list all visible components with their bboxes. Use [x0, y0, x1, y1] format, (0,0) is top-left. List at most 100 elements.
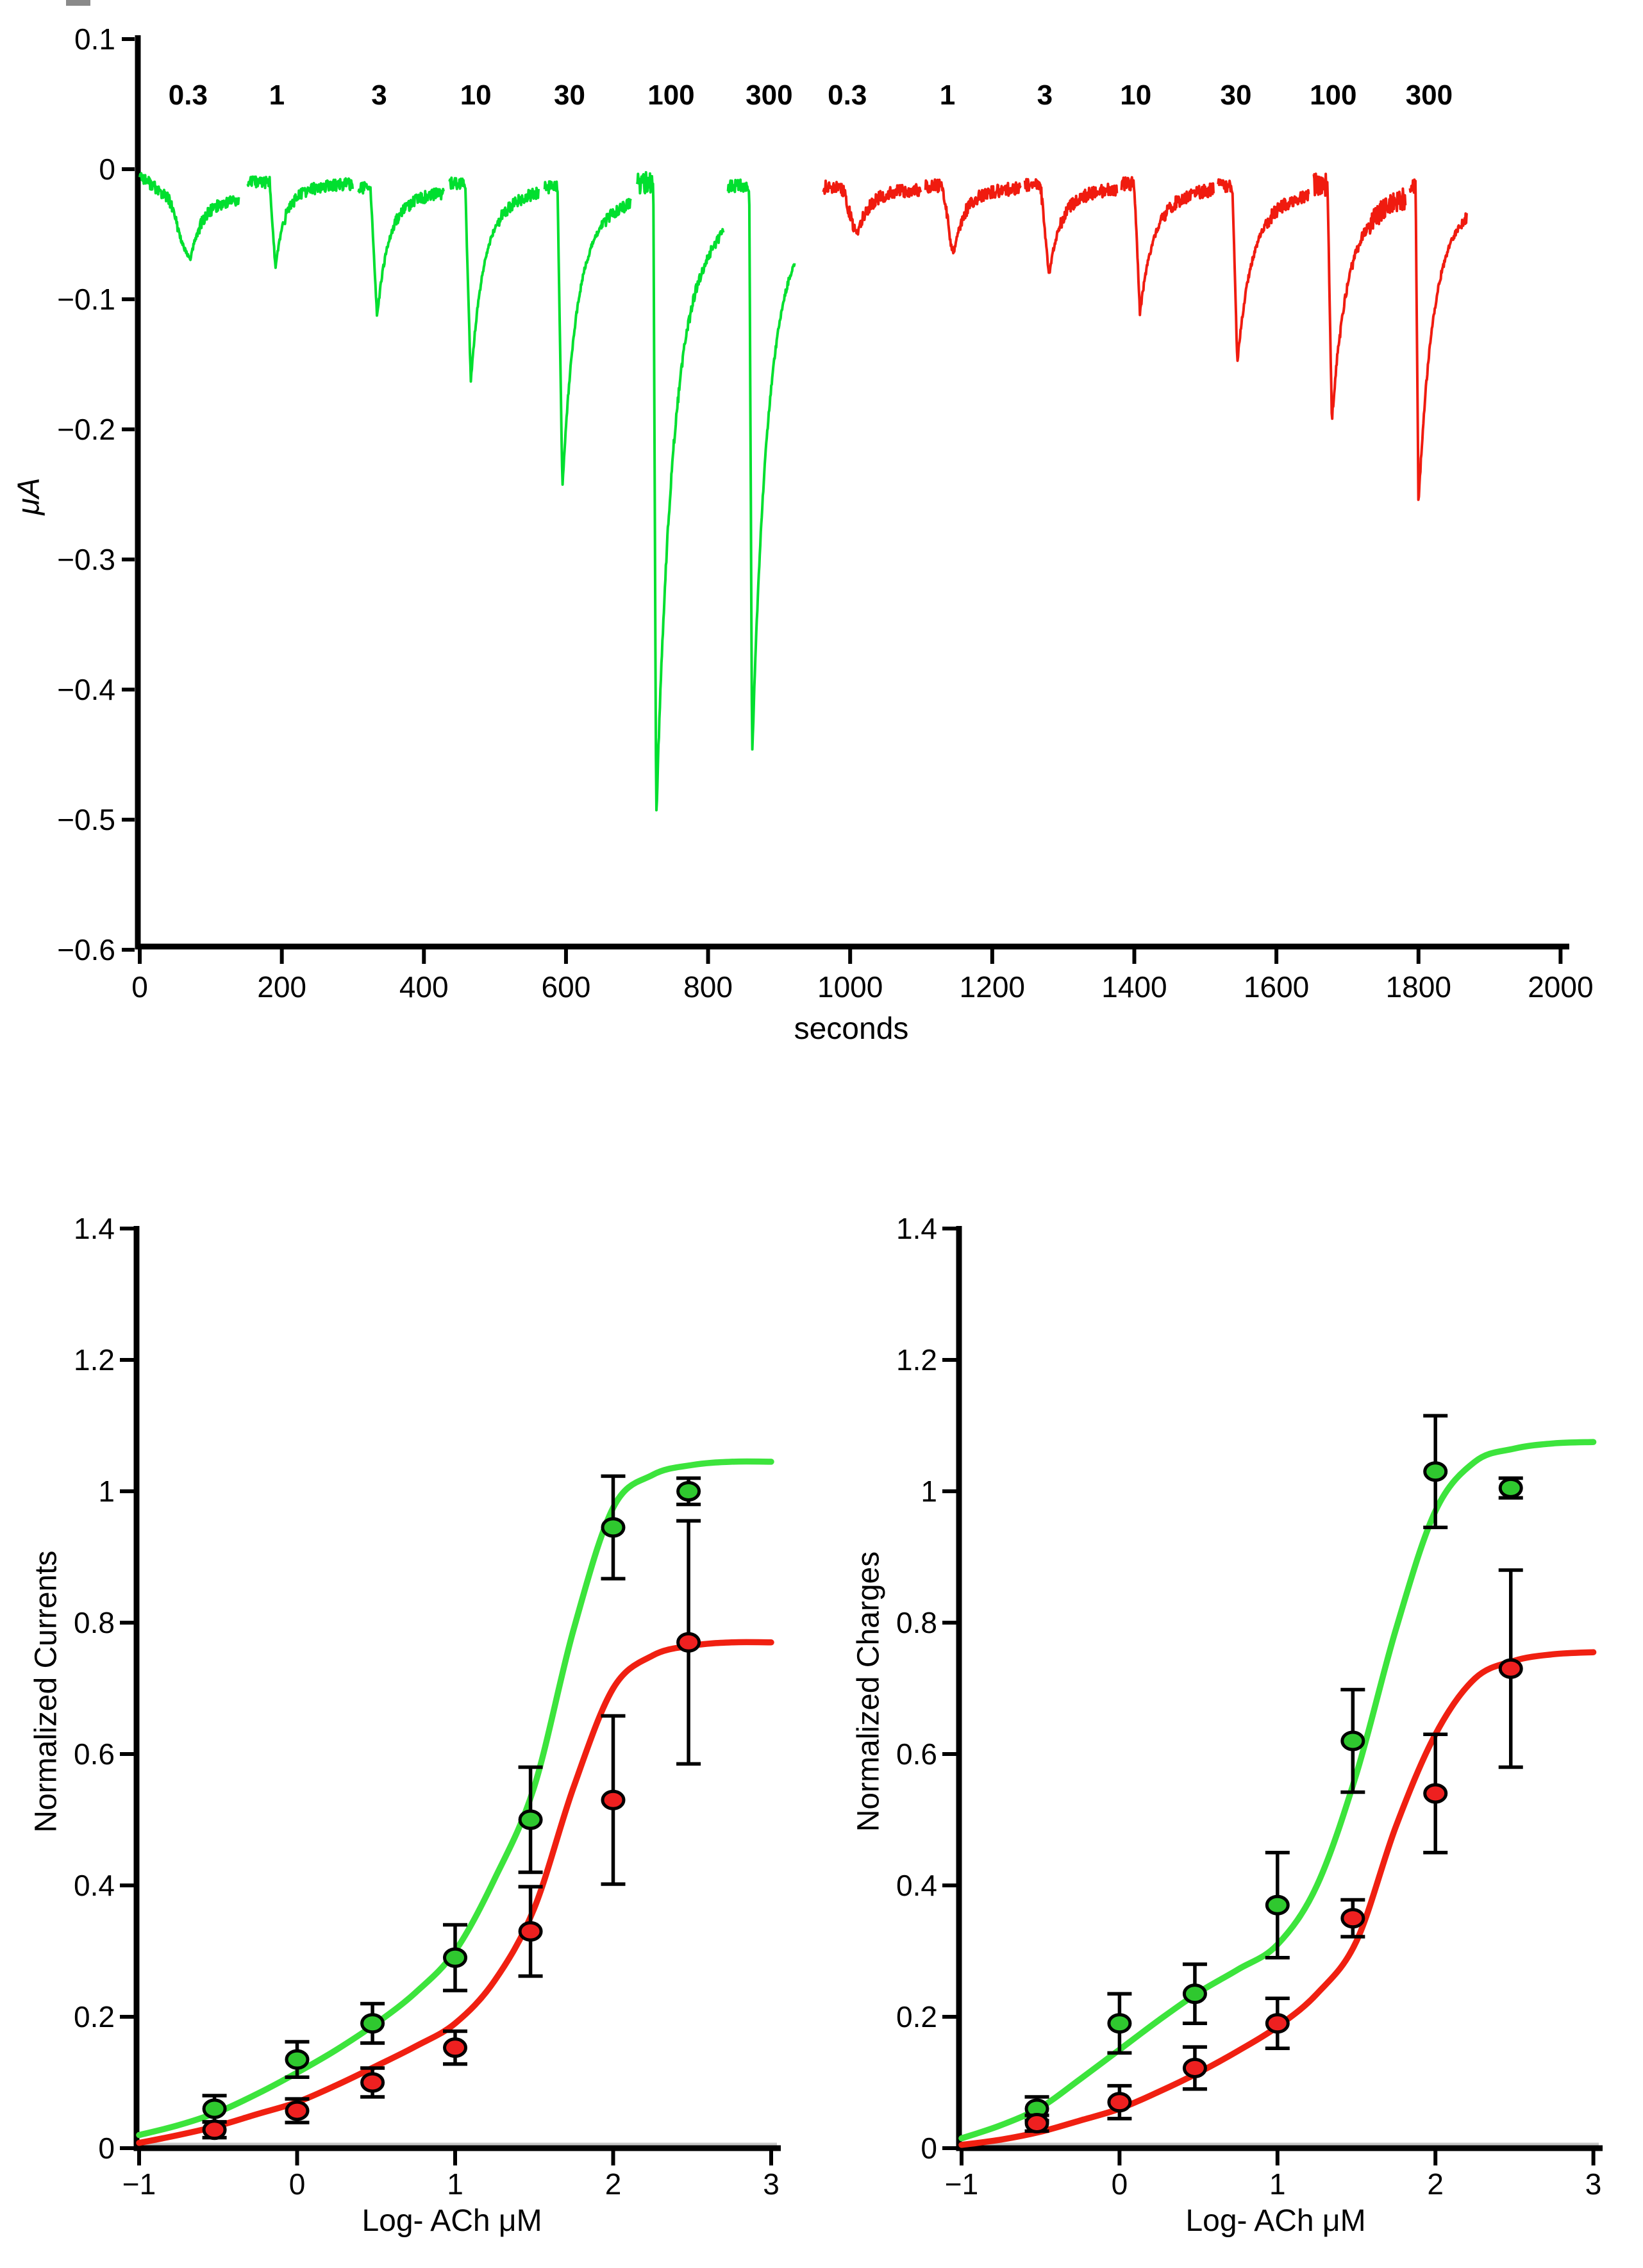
- green-charges-fit-curve: [958, 1439, 1597, 2142]
- concentration-label: 3: [371, 79, 387, 111]
- y-tick-label: 0: [921, 2131, 937, 2165]
- y-tick-label: 0.8: [74, 1606, 115, 1639]
- green-charges-data-point: [1498, 1477, 1523, 1498]
- x-tick-label: 600: [542, 970, 591, 1004]
- y-tick-label: 1.4: [896, 1212, 937, 1245]
- red-trace-segment-0: [822, 179, 922, 236]
- y-tick-label: 0.1: [74, 22, 115, 56]
- red-charges-data-point: [1498, 1658, 1523, 1679]
- charges-ylabel: Normalized Charges: [851, 1551, 886, 1832]
- green-charges-data-point: [1340, 1730, 1365, 1751]
- green-currents-data-point: [443, 1947, 467, 1968]
- x-tick-label: 0: [1112, 2167, 1128, 2201]
- green-charges-data-point: [1182, 1983, 1207, 2005]
- red-trace-segment-3: [1120, 176, 1215, 317]
- red-trace-segment-1: [924, 178, 1022, 254]
- red-currents-data-point: [601, 1789, 626, 1810]
- red-trace-segment-2: [1023, 178, 1119, 274]
- x-tick-label: 400: [399, 970, 449, 1004]
- x-tick-label: 1600: [1244, 970, 1309, 1004]
- x-tick-label: 1400: [1101, 970, 1167, 1004]
- trace-xlabel: seconds: [794, 1012, 909, 1046]
- y-tick-label: 0.6: [74, 1737, 115, 1771]
- y-tick-label: 0.6: [896, 1737, 937, 1771]
- green-trace-segment-1: [246, 175, 354, 269]
- y-tick-label: −0.6: [57, 933, 115, 966]
- x-tick-label: 0: [289, 2167, 306, 2201]
- currents-xlabel: Log- ACh μM: [362, 2204, 542, 2238]
- y-tick-label: 1.2: [74, 1343, 115, 1377]
- x-tick-label: 200: [257, 970, 306, 1004]
- y-tick-label: 0.4: [896, 1869, 937, 1902]
- concentration-label: 10: [460, 79, 492, 111]
- x-tick-label: 2000: [1528, 970, 1593, 1004]
- red-currents-data-point: [360, 2072, 385, 2093]
- x-tick-label: 800: [683, 970, 733, 1004]
- red-charges-fit-curve: [958, 1649, 1597, 2148]
- red-charges-data-point: [1265, 2013, 1290, 2034]
- concentration-label: 100: [1310, 79, 1356, 111]
- x-tick-label: 2: [1427, 2167, 1444, 2201]
- x-tick-label: 2: [605, 2167, 622, 2201]
- red-charges-data-point: [1182, 2057, 1207, 2078]
- red-currents-fit-curve: [136, 1639, 774, 2146]
- concentration-label: 300: [746, 79, 792, 111]
- x-tick-label: 0: [131, 970, 148, 1004]
- red-trace-segment-5: [1312, 172, 1407, 420]
- y-tick-label: 0.2: [74, 2000, 115, 2033]
- red-currents-data-point: [518, 1921, 543, 1942]
- y-tick-label: 1.4: [74, 1212, 115, 1245]
- y-tick-label: 0.4: [74, 1869, 115, 1902]
- red-charges-data-point: [1423, 1783, 1448, 1804]
- concentration-label: 10: [1120, 79, 1151, 111]
- x-tick-label: 1: [1269, 2167, 1286, 2201]
- red-charges-data-point: [1107, 2092, 1132, 2113]
- y-tick-label: −0.3: [57, 543, 115, 576]
- green-charges-data-point: [1265, 1894, 1290, 1916]
- green-trace-segment-2: [357, 181, 445, 317]
- y-tick-label: 1: [921, 1475, 937, 1508]
- red-currents-data-point: [443, 2037, 467, 2058]
- green-charges-data-point: [1423, 1461, 1448, 1482]
- concentration-label: 100: [647, 79, 694, 111]
- y-tick-label: −0.2: [57, 413, 115, 446]
- red-currents-data-point: [676, 1632, 701, 1653]
- concentration-label: 300: [1406, 79, 1453, 111]
- charges-xlabel: Log- ACh μM: [1185, 2204, 1366, 2238]
- green-currents-data-point: [676, 1481, 701, 1502]
- y-tick-label: −0.1: [57, 283, 115, 316]
- green-currents-data-point: [601, 1517, 626, 1538]
- green-charges-data-point: [1107, 2013, 1132, 2034]
- y-tick-label: −0.5: [57, 803, 115, 836]
- green-currents-data-point: [518, 1809, 543, 1830]
- concentration-label: 0.3: [169, 79, 208, 111]
- green-trace-segment-6: [726, 178, 796, 751]
- green-currents-fit-curve: [136, 1458, 774, 2139]
- x-tick-label: 1800: [1386, 970, 1451, 1004]
- x-tick-label: −1: [945, 2167, 978, 2201]
- green-currents-data-point: [285, 2049, 310, 2070]
- x-tick-label: 1000: [817, 970, 883, 1004]
- currents-ylabel: Normalized Currents: [29, 1550, 63, 1833]
- green-trace-segment-0: [138, 172, 240, 261]
- concentration-label: 30: [554, 79, 585, 111]
- y-tick-label: 0: [99, 153, 115, 186]
- x-tick-label: 1200: [960, 970, 1025, 1004]
- red-charges-data-point: [1024, 2113, 1049, 2134]
- y-tick-label: −0.4: [57, 673, 115, 706]
- concentration-label: 1: [940, 79, 955, 111]
- green-trace-segment-4: [543, 180, 632, 486]
- y-tick-label: 0: [98, 2131, 115, 2165]
- x-tick-label: −1: [122, 2167, 156, 2201]
- concentration-label: 1: [269, 79, 285, 111]
- red-trace-segment-6: [1408, 178, 1468, 501]
- y-tick-label: 1: [98, 1475, 115, 1508]
- x-tick-label: 3: [763, 2167, 780, 2201]
- red-currents-data-point: [285, 2100, 310, 2121]
- green-trace-segment-3: [448, 176, 540, 383]
- red-charges-data-point: [1340, 1908, 1365, 1929]
- red-currents-data-point: [202, 2119, 227, 2140]
- trace-plot: 0.1 0 −0.1 −0.2 −0.3 −0.4 −0.5 −0.6 0 200 400 600 80…: [57, 22, 1593, 1004]
- concentration-label: 30: [1220, 79, 1251, 111]
